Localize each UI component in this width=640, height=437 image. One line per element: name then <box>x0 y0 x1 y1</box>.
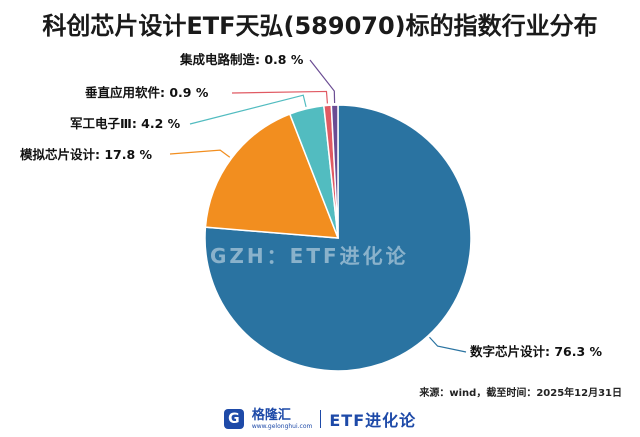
slice-label-2: 模拟芯片设计: 17.8 % <box>20 147 153 162</box>
leader-line-3 <box>189 94 307 125</box>
brand-url: www.gelonghui.com <box>251 422 313 430</box>
footer-divider <box>320 410 322 428</box>
leader-line-2 <box>169 149 231 158</box>
watermark-text: GZH：ETF进化论 <box>210 244 409 268</box>
leader-line-4 <box>231 90 329 104</box>
pie-slice-2 <box>204 113 340 239</box>
slice-label-1: 数字芯片设计: 76.3 % <box>469 344 603 359</box>
account-name: ETF进化论 <box>329 411 417 430</box>
leader-line-5 <box>309 59 336 104</box>
pie-slice-5 <box>330 104 339 239</box>
brand-name: 格隆汇 <box>251 407 291 423</box>
slice-label-3: 军工电子Ⅲ: 4.2 % <box>70 116 181 131</box>
slice-label-4: 垂直应用软件: 0.9 % <box>85 85 209 100</box>
source-note: 来源：wind，截至时间：2025年12月31日 <box>419 388 622 399</box>
footer-branding: G 格隆汇 www.gelonghui.com ETF进化论 <box>0 406 640 432</box>
slice-label-5: 集成电路制造: 0.8 % <box>179 52 304 67</box>
brand-block: 格隆汇 www.gelonghui.com <box>252 409 313 430</box>
gelonghui-logo-icon: G <box>223 409 244 429</box>
leader-line-1 <box>429 336 467 353</box>
chart-title: 科创芯片设计ETF天弘(589070)标的指数行业分布 <box>42 12 598 40</box>
